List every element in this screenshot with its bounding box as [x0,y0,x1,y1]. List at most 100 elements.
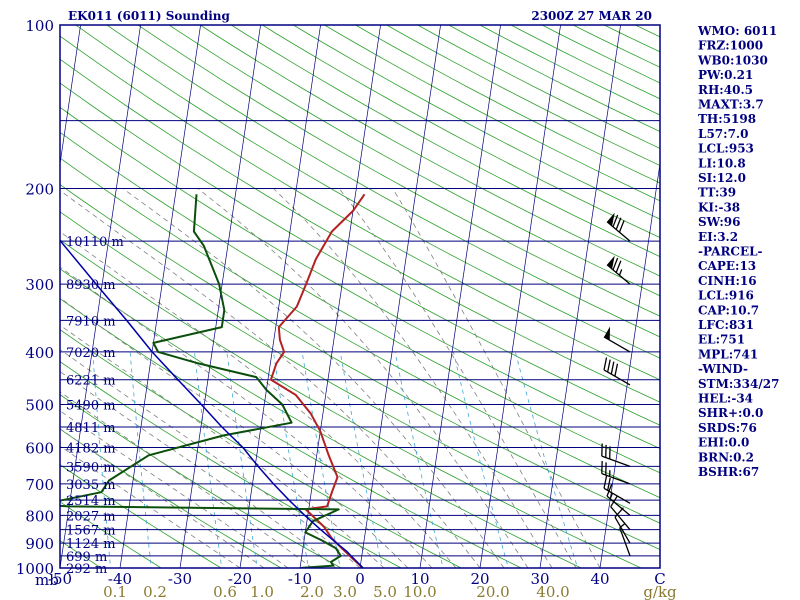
height-label: 3035 m [66,478,116,493]
dry-adiabat-line [60,35,660,381]
height-label: 8930 m [66,278,116,293]
height-label: 5490 m [66,399,116,414]
wind-barb-half-flag [609,492,614,500]
isotherm-line [60,25,81,167]
wind-barb-flag [612,214,619,228]
mixing-ratio-label: 2.0 [300,583,324,600]
wind-barb [601,443,631,468]
mixing-ratio-label: 10.0 [403,583,436,600]
index-row: TT:39 [698,186,736,200]
isotherm-line [479,25,561,568]
moist-adiabat-line [60,371,337,568]
height-label: 10110 m [66,235,124,250]
dry-adiabat-line [60,428,282,568]
mixing-ratio-line [394,351,444,568]
height-label: 699 m [66,550,107,565]
timestamp: 2300Z 27 MAR 20 [531,9,652,23]
wind-barb-flag [614,507,624,518]
index-row: MPL:741 [698,347,758,361]
index-row: MAXT:3.7 [698,98,764,112]
pressure-tick-label: 400 [25,344,54,362]
wind-barb [614,507,631,544]
index-row: LCL:916 [698,289,754,303]
dry-adiabat-line [386,25,660,166]
dry-adiabat-line [231,25,660,258]
parcel-trace [60,239,364,568]
isotherm-line [359,25,441,568]
pressure-tick-label: 300 [25,276,54,294]
dry-adiabat-line [60,82,660,426]
height-label: 2027 m [66,509,116,524]
wind-barb-flag [612,257,619,271]
index-row: LCL:953 [698,142,754,156]
temperature-tick-label: C [654,570,665,588]
index-row: SHR+:0.0 [698,406,763,420]
background-grid [60,25,660,568]
sounding-traces [60,193,366,568]
index-row: L57:7.0 [698,127,748,141]
wind-barb [603,357,631,386]
temperature-tick-label: -50 [48,570,72,588]
mixing-ratio-line [273,351,309,568]
index-row: BRN:0.2 [698,450,754,464]
mixing-ratio-line [226,351,258,568]
index-row: EL:751 [698,333,745,347]
mixing-ratio-label: 0.6 [213,583,237,600]
wind-barb-staff [601,455,631,468]
height-label: 7020 m [66,346,116,361]
pressure-tick-label: 1000 [16,560,54,578]
dry-adiabat-line [75,25,660,359]
mixing-ratio-line [194,351,223,568]
wind-barb-half-flag [619,523,626,529]
pressure-unit-label: mb [35,571,59,589]
isotherm-line [119,25,201,568]
height-label: 7910 m [66,314,116,329]
pressure-tick-label: 700 [25,476,54,494]
wind-barb-flag [607,359,611,373]
wind-barb [606,484,631,516]
dry-adiabat-line [60,131,660,474]
dry-adiabat-line [60,106,660,450]
dry-adiabat-line [60,298,522,568]
wind-barb-staff [606,495,631,516]
mixing-ratio-label: 40.0 [536,583,569,600]
wind-barb-staff [603,369,631,386]
wind-barb [603,326,631,353]
index-row: TH:5198 [698,112,756,126]
dry-adiabat-line [60,394,342,568]
dry-adiabat-line [355,25,660,184]
temperature-tick-label: -20 [228,570,252,588]
temperature-axis: -50 -40 -30 -20 -10 0 10 20 30 40 C [48,570,666,588]
dry-adiabat-line [137,25,660,317]
index-row: -PARCEL- [698,245,763,259]
index-row: STM:334/27 [698,377,779,391]
temperature-tick-label: -30 [168,570,192,588]
indices-panel: WMO: 6011FRZ:1000WB0:1030PW:0.21RH:40.5M… [697,24,779,479]
index-row: -WIND- [698,362,748,376]
wind-barb-staff [610,506,631,531]
wind-barb-pennant [607,255,615,270]
wind-barb-half-flag [618,269,623,276]
wind-barb-staff [601,473,631,485]
wind-barb-staff [619,527,631,557]
isotherm-line [239,25,321,568]
wind-barb [619,523,631,557]
isotherm-line [419,25,501,568]
index-row: PW:0.21 [698,68,753,82]
moist-adiabat-line [60,410,289,568]
dry-adiabat-line [417,25,660,149]
wind-barb-staff [606,221,631,242]
temperature-tick-label: 10 [410,570,429,588]
wind-barb-staff [614,516,631,544]
height-labels: 10110 m 8930 m 7910 m 7020 m 6221 m 5490 m 481… [66,235,124,577]
mixing-ratio-label: 3.0 [333,583,357,600]
mixing-ratio-label: 5.0 [373,583,397,600]
index-row: BSHR:67 [698,465,759,479]
wind-barb-staff [606,264,631,285]
height-label: 4811 m [66,421,116,436]
mixing-ratio-line [453,351,509,568]
dry-adiabat-line [60,211,660,550]
dry-adiabat-line [262,25,660,239]
mixing-ratio-label: 1.0 [250,583,274,600]
index-row: CINH:16 [698,274,757,288]
